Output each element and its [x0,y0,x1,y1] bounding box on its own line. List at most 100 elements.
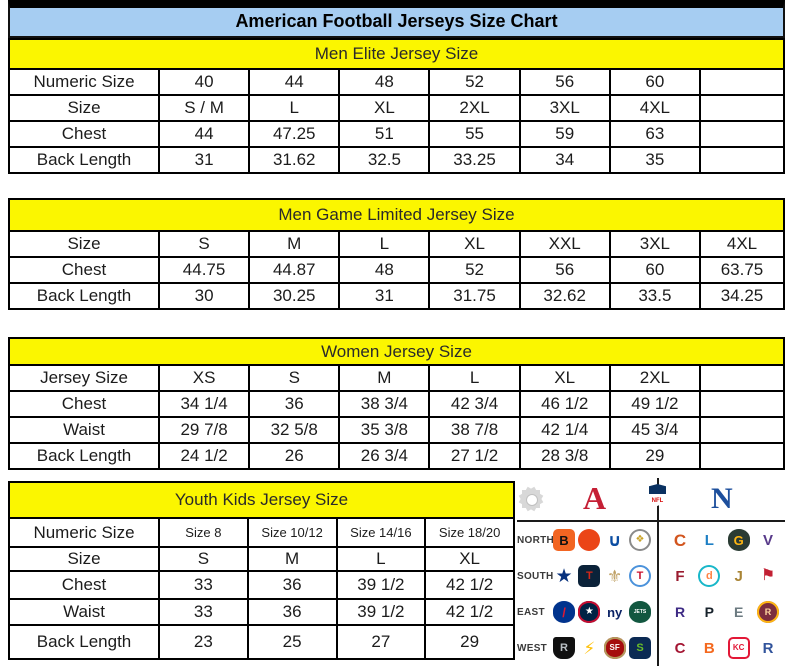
falcons-logo: F [675,567,685,585]
cell: 36 [246,570,338,600]
cell: 30.25 [248,282,341,310]
afc-division-logos: R ⚡ SF S [553,637,655,659]
division-row: NORTH B ∪ ❖ C L G V [517,522,785,558]
table-row: Back Length 23 25 27 29 [8,624,515,660]
table-row: Chest 34 1/4 36 38 3/4 42 3/4 46 1/2 49 … [8,390,785,418]
women-section: Women Jersey Size Jersey Size XS S M L X… [8,337,785,470]
table-row: Size S M L XL XXL 3XL 4XL [8,230,785,258]
table-row: Chest 33 36 39 1/2 42 1/2 [8,570,515,600]
cell: 27 [335,624,427,660]
cell-empty [699,390,785,418]
division-label: SOUTH [517,570,554,582]
youth-section: Youth Kids Jersey Size Numeric Size Size… [8,481,515,660]
chargers-logo: ⚡ [583,638,596,658]
chiefs-logo: KC [727,637,750,659]
table-row: Size S / M L XL 2XL 3XL 4XL [8,94,785,122]
cell: 28 3/8 [518,442,611,470]
packers-logo: G [727,529,750,551]
cell: 31 [338,282,431,310]
row-label: Waist [8,416,160,444]
cell: 29 [608,442,702,470]
cell: 44 [248,68,341,96]
cell-empty [699,94,785,122]
cell: S [248,364,341,392]
cell: L [248,94,341,122]
cell: S [158,546,249,572]
redskins-logo: R [756,601,779,623]
cell: 45 3/4 [608,416,702,444]
row-label: Waist [8,598,160,626]
table-row: Chest 44 47.25 51 55 59 63 [8,120,785,148]
cell: 2XL [428,94,521,122]
cell: 26 3/4 [338,442,431,470]
row-label: Size [8,230,160,258]
cell-empty [699,364,785,392]
cell: 25 [246,624,338,660]
youth-header: Youth Kids Jersey Size [8,481,515,517]
cell: Size 18/20 [424,517,515,548]
broncos-logo: B [703,639,715,657]
cell: 26 [248,442,341,470]
starburst-icon [517,485,545,513]
cell: Size 10/12 [246,517,338,548]
row-label: Size [8,546,160,572]
jets-logo: JETS [628,601,651,623]
nfl-shield-text: NFL [651,498,664,504]
49ers-logo: SF [603,637,626,659]
men-game-table: Size S M L XL XXL 3XL 4XL Chest 44.75 44… [8,230,785,310]
cell: 34.25 [699,282,785,310]
men-elite-section: Men Elite Jersey Size Numeric Size 40 44… [8,38,785,174]
cell: M [246,546,338,572]
cowboys-logo: ★ [555,565,573,587]
cell: L [335,546,427,572]
row-label: Chest [8,390,160,418]
rams-logo: R [762,639,774,657]
cell: 31 [157,146,251,174]
division-row: EAST / ★ ny JETS R P E R [517,594,785,630]
cell: 34 1/4 [157,390,251,418]
cell: 44.75 [157,256,251,284]
table-row: Waist 29 7/8 32 5/8 35 3/8 38 7/8 42 1/4… [8,416,785,444]
titans-logo: T [628,565,651,587]
saints-logo: ⚜ [607,566,623,586]
conference-divider [657,478,659,666]
cell: 24 1/2 [157,442,251,470]
cell: 42 1/2 [424,598,515,626]
cell: 42 3/4 [428,390,521,418]
cell: 55 [428,120,521,148]
table-row: Waist 33 36 39 1/2 42 1/2 [8,598,515,626]
table-row: Back Length 31 31.62 32.5 33.25 34 35 [8,146,785,174]
browns-logo [578,529,601,551]
cell: XL [518,364,611,392]
cell: 48 [338,68,431,96]
bengals-logo: B [553,529,575,551]
cell: 56 [518,256,611,284]
cell: 36 [246,598,338,626]
men-elite-table: Numeric Size 40 44 48 52 56 60 Size S / … [8,68,785,174]
giants-logo: ny [607,604,623,620]
steelers-logo: ❖ [628,529,651,551]
cell: 60 [608,256,702,284]
bills-logo: / [553,601,575,623]
cell: 56 [518,68,611,96]
cell: Size 14/16 [335,517,427,548]
cell: 33.5 [608,282,702,310]
dolphins-logo: d [698,565,721,587]
row-label: Back Length [8,146,160,174]
jaguars-logo: J [734,567,743,585]
cell: XL [338,94,431,122]
cell: M [248,230,341,258]
cell: M [338,364,431,392]
cell: 44 [157,120,251,148]
cell: 48 [338,256,431,284]
colts-logo: ∪ [607,530,622,550]
cell: 23 [158,624,249,660]
row-label: Back Length [8,442,160,470]
cell: 33.25 [428,146,521,174]
cell: 59 [518,120,611,148]
cell: 39 1/2 [335,570,427,600]
table-row: Size S M L XL [8,546,515,572]
